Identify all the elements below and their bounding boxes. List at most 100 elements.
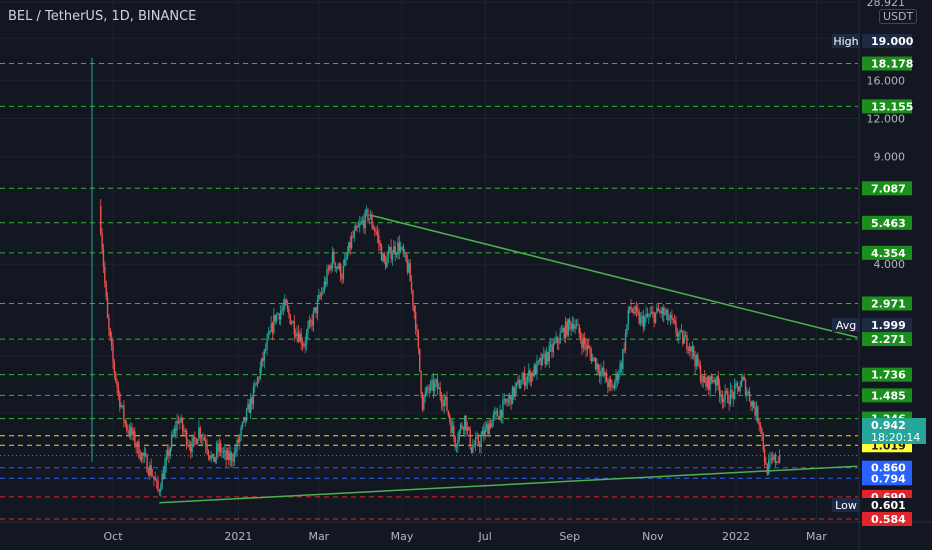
candle-body — [622, 349, 624, 369]
candle-body — [774, 455, 777, 463]
candle-body — [248, 403, 251, 413]
candle-body — [620, 363, 623, 369]
candle-body — [408, 263, 410, 273]
candle-body — [714, 379, 717, 386]
candle-body — [282, 306, 285, 310]
candle-body — [439, 387, 441, 397]
candle-body — [281, 309, 283, 312]
candle-body — [288, 308, 290, 315]
high-tag-value: 19.000 — [871, 35, 914, 48]
candle-body — [196, 439, 199, 445]
candle-body — [693, 346, 695, 357]
candle-body — [519, 384, 522, 389]
candle-body — [533, 365, 535, 377]
candle-body — [763, 449, 766, 463]
candle-body — [553, 341, 556, 344]
candle-body — [477, 436, 480, 445]
candle-body — [639, 317, 642, 324]
candle-body — [395, 254, 398, 256]
candle-body — [262, 358, 264, 362]
candle-body — [672, 318, 674, 320]
candle-body — [600, 370, 602, 377]
candle-body — [236, 439, 238, 452]
candle-body — [476, 436, 478, 439]
candle-body — [102, 249, 105, 267]
low-tag-label-bg — [832, 498, 860, 512]
candle-body — [134, 431, 136, 446]
candle-body — [567, 319, 570, 336]
candle-body — [316, 299, 319, 314]
candle-body — [432, 380, 435, 392]
candle-body — [506, 402, 508, 403]
candle-body — [451, 425, 454, 433]
price-tags: 18.178 13.155 7.087 5.463 4.354 2.971 2.271 1.7… — [832, 34, 926, 526]
candle-body — [671, 315, 673, 319]
candle-body — [345, 257, 347, 259]
candle-body — [725, 390, 728, 392]
candle-body — [254, 385, 256, 387]
candle-body — [431, 380, 433, 383]
candle-body — [568, 319, 571, 323]
candle-body — [180, 418, 182, 422]
candle-body — [736, 383, 739, 387]
candle-body — [443, 399, 445, 407]
candle-body — [277, 313, 279, 315]
candle-body — [113, 361, 116, 373]
candle-body — [232, 460, 234, 462]
candle-body — [420, 370, 422, 394]
support-trendline — [159, 465, 858, 504]
chart-title: BEL / TetherUS, 1D, BINANCE — [8, 9, 197, 24]
candle-body — [190, 446, 192, 453]
x-tick-label: Mar — [806, 530, 827, 543]
candle-body — [571, 323, 574, 330]
candle-body — [551, 344, 553, 353]
candle-body — [341, 278, 343, 280]
candle-body — [260, 358, 263, 368]
candle-body — [487, 424, 489, 435]
candle-body — [552, 343, 555, 353]
candle-body — [511, 386, 514, 405]
candle-body — [703, 375, 706, 383]
candle-body — [675, 322, 677, 333]
candle-body — [454, 436, 456, 448]
candle-body — [228, 450, 230, 460]
candlesticks — [91, 57, 781, 497]
candle-body — [154, 478, 156, 481]
candle-body — [652, 312, 654, 313]
candle-body — [773, 455, 775, 460]
currency-button[interactable]: USDT — [879, 9, 918, 24]
candle-body — [109, 328, 111, 338]
candle-body — [669, 315, 672, 320]
candle-body — [643, 317, 646, 327]
candle-body — [224, 450, 226, 452]
candle-body — [458, 430, 460, 440]
candle-body — [765, 462, 767, 465]
candle-body — [630, 306, 632, 310]
candle-body — [624, 333, 627, 350]
candle-body — [698, 365, 700, 367]
candle-body — [209, 455, 211, 459]
candle-body — [555, 336, 557, 342]
candle-body — [731, 389, 733, 393]
candle-body — [724, 390, 726, 400]
candle-body — [177, 420, 180, 424]
candle-body — [537, 360, 540, 362]
level-tag: 18.178 — [871, 58, 913, 71]
candle-body — [732, 392, 734, 399]
candle-body — [319, 295, 321, 297]
candle-body — [187, 444, 189, 446]
candle-body — [498, 416, 500, 420]
candle-body — [751, 401, 754, 407]
candle-body — [339, 264, 342, 279]
candle-body — [740, 380, 743, 387]
candle-body — [626, 324, 628, 334]
candle-body — [215, 446, 218, 458]
candle-body — [365, 209, 368, 212]
candle-body — [528, 370, 530, 377]
candle-body — [386, 257, 388, 268]
candle-body — [428, 388, 430, 391]
candle-body — [483, 430, 485, 437]
candle-body — [480, 436, 482, 447]
x-tick-label: 2021 — [224, 530, 252, 543]
